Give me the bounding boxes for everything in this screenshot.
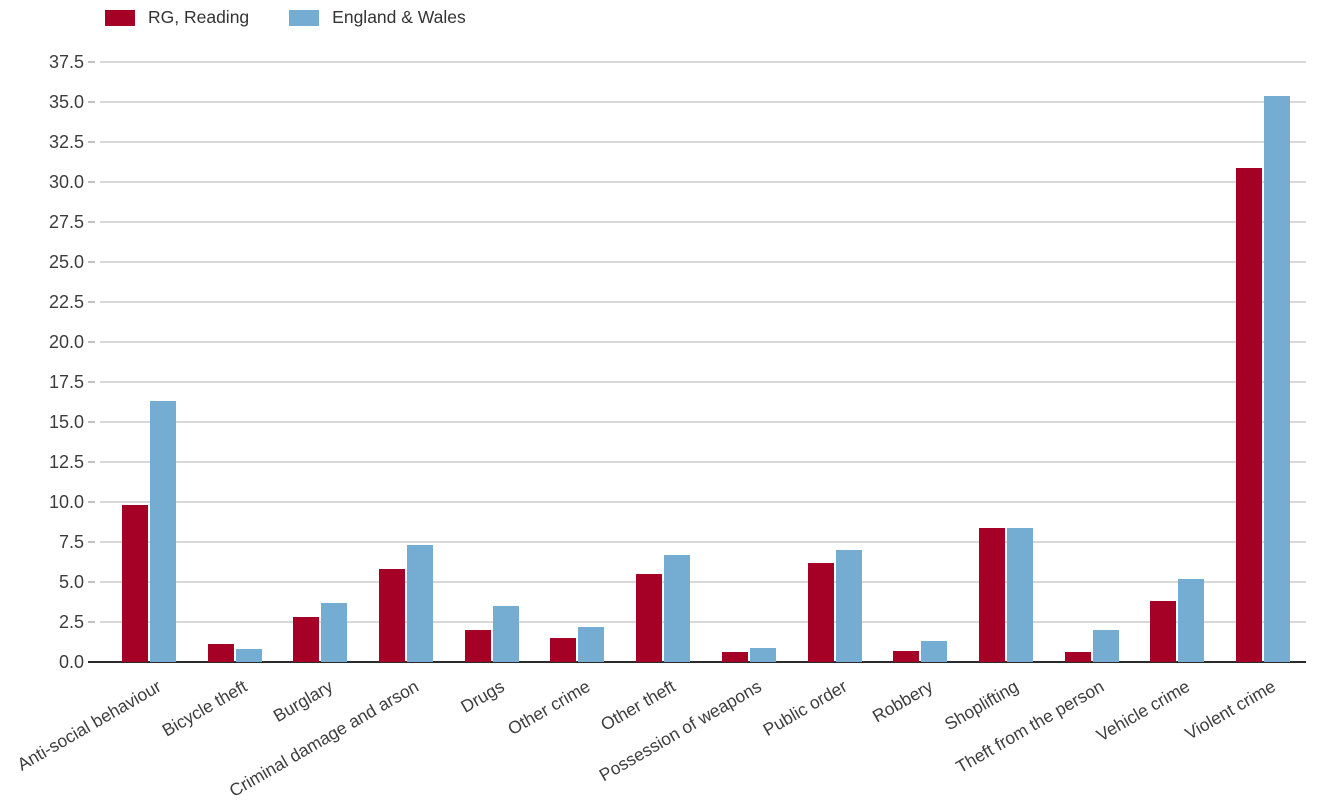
gridline-27.5 bbox=[100, 221, 1306, 223]
bar-possession-of-weapons-rg-reading bbox=[721, 652, 748, 662]
bar-theft-from-the-person-rg-reading bbox=[1064, 652, 1091, 662]
x-axis-line bbox=[88, 661, 1306, 664]
y-tick-label-0.0: 0.0 bbox=[58, 652, 84, 672]
legend-label-rg-reading: RG, Reading bbox=[148, 7, 250, 27]
y-tick-mark-17.5 bbox=[88, 381, 95, 383]
bar-violent-crime-rg-reading bbox=[1236, 167, 1263, 662]
y-tick-label-5.0: 5.0 bbox=[58, 572, 84, 592]
y-tick-mark-35.0 bbox=[88, 101, 95, 103]
x-tick-label-text: Drugs bbox=[457, 676, 508, 717]
bar-other-theft-england-wales bbox=[664, 554, 691, 662]
y-tick-label-7.5: 7.5 bbox=[58, 532, 84, 552]
x-tick-label-text: Public order bbox=[759, 676, 851, 741]
y-tick-mark-5.0 bbox=[88, 581, 95, 583]
y-tick-mark-12.5 bbox=[88, 461, 95, 463]
gridline-25.0 bbox=[100, 261, 1306, 263]
y-tick-mark-25.0 bbox=[88, 261, 95, 263]
y-tick-label-35.0: 35.0 bbox=[48, 92, 84, 112]
y-tick-label-12.5: 12.5 bbox=[48, 452, 84, 472]
gridline-30.0 bbox=[100, 181, 1306, 183]
bar-shoplifting-england-wales bbox=[1007, 527, 1033, 662]
legend-item-england-wales: England & Wales bbox=[289, 7, 466, 27]
legend-item-rg-reading: RG, Reading bbox=[105, 7, 250, 27]
y-tick-label-32.5: 32.5 bbox=[48, 132, 84, 152]
bar-burglary-rg-reading bbox=[293, 617, 320, 662]
y-tick-label-37.5: 37.5 bbox=[48, 52, 84, 72]
bar-criminal-damage-and-arson-rg-reading bbox=[379, 569, 405, 662]
gridline-17.5 bbox=[100, 381, 1306, 383]
legend-swatch-england-wales bbox=[289, 9, 320, 26]
x-tick-label-text: Other crime bbox=[504, 676, 594, 740]
y-tick-label-2.5: 2.5 bbox=[58, 612, 84, 632]
bar-bicycle-theft-rg-reading bbox=[207, 644, 234, 662]
gridline-15.0 bbox=[100, 421, 1306, 423]
y-tick-label-30.0: 30.0 bbox=[48, 172, 84, 192]
gridline-32.5 bbox=[100, 141, 1306, 143]
bar-vehicle-crime-rg-reading bbox=[1150, 601, 1177, 662]
y-tick-mark-20.0 bbox=[88, 341, 95, 343]
bar-possession-of-weapons-england-wales bbox=[749, 647, 776, 662]
bar-theft-from-the-person-england-wales bbox=[1092, 630, 1119, 662]
gridline-20.0 bbox=[100, 341, 1306, 343]
y-tick-label-22.5: 22.5 bbox=[48, 292, 84, 312]
bar-burglary-england-wales bbox=[321, 602, 348, 662]
x-tick-label-text: Vehicle crime bbox=[1093, 676, 1194, 746]
bar-public-order-rg-reading bbox=[807, 562, 834, 662]
bar-other-crime-rg-reading bbox=[550, 638, 577, 662]
bar-anti-social-behaviour-rg-reading bbox=[121, 505, 148, 662]
x-tick-label-text: Theft from the person bbox=[952, 676, 1108, 777]
bar-anti-social-behaviour-england-wales bbox=[149, 401, 176, 662]
x-tick-label-text: Violent crime bbox=[1181, 676, 1280, 744]
bar-shoplifting-rg-reading bbox=[979, 527, 1005, 662]
gridline-2.5 bbox=[100, 621, 1306, 623]
gridline-5.0 bbox=[100, 581, 1306, 583]
y-tick-mark-32.5 bbox=[88, 141, 95, 143]
x-tick-label-text: Anti-social behaviour bbox=[14, 676, 165, 775]
bar-other-crime-england-wales bbox=[578, 626, 605, 662]
gridline-35.0 bbox=[100, 101, 1306, 103]
x-tick-label-text: Bicycle theft bbox=[158, 676, 251, 741]
y-tick-label-25.0: 25.0 bbox=[48, 252, 84, 272]
y-tick-label-15.0: 15.0 bbox=[48, 412, 84, 432]
y-tick-mark-2.5 bbox=[88, 621, 95, 623]
bar-drugs-rg-reading bbox=[464, 630, 491, 662]
gridline-12.5 bbox=[100, 461, 1306, 463]
legend-swatch-rg-reading bbox=[105, 9, 135, 26]
gridline-7.5 bbox=[100, 541, 1306, 543]
x-tick-label-text: Robbery bbox=[868, 676, 937, 727]
gridline-10.0 bbox=[100, 501, 1306, 503]
bar-vehicle-crime-england-wales bbox=[1178, 578, 1205, 662]
bar-public-order-england-wales bbox=[835, 550, 862, 662]
y-tick-mark-15.0 bbox=[88, 421, 95, 423]
bar-criminal-damage-and-arson-england-wales bbox=[407, 545, 433, 662]
y-tick-mark-22.5 bbox=[88, 301, 95, 303]
bar-robbery-rg-reading bbox=[893, 650, 920, 662]
chart-legend: RG, Reading England & Wales bbox=[105, 7, 466, 27]
y-tick-label-27.5: 27.5 bbox=[48, 212, 84, 232]
y-tick-mark-27.5 bbox=[88, 221, 95, 223]
y-tick-mark-7.5 bbox=[88, 541, 95, 543]
gridline-22.5 bbox=[100, 301, 1306, 303]
legend-label-england-wales: England & Wales bbox=[332, 7, 466, 27]
y-tick-label-17.5: 17.5 bbox=[48, 372, 84, 392]
x-tick-label-text: Possession of weapons bbox=[595, 676, 765, 786]
bar-other-theft-rg-reading bbox=[636, 574, 663, 662]
y-tick-label-10.0: 10.0 bbox=[48, 492, 84, 512]
bar-drugs-england-wales bbox=[492, 606, 519, 662]
y-tick-label-20.0: 20.0 bbox=[48, 332, 84, 352]
y-tick-mark-10.0 bbox=[88, 501, 95, 503]
x-tick-label-text: Burglary bbox=[269, 676, 337, 726]
y-tick-mark-37.5 bbox=[88, 61, 95, 63]
bar-robbery-england-wales bbox=[921, 641, 948, 662]
gridline-37.5 bbox=[100, 61, 1306, 63]
y-tick-mark-30.0 bbox=[88, 181, 95, 183]
bar-violent-crime-england-wales bbox=[1264, 95, 1291, 662]
bar-bicycle-theft-england-wales bbox=[235, 649, 262, 662]
